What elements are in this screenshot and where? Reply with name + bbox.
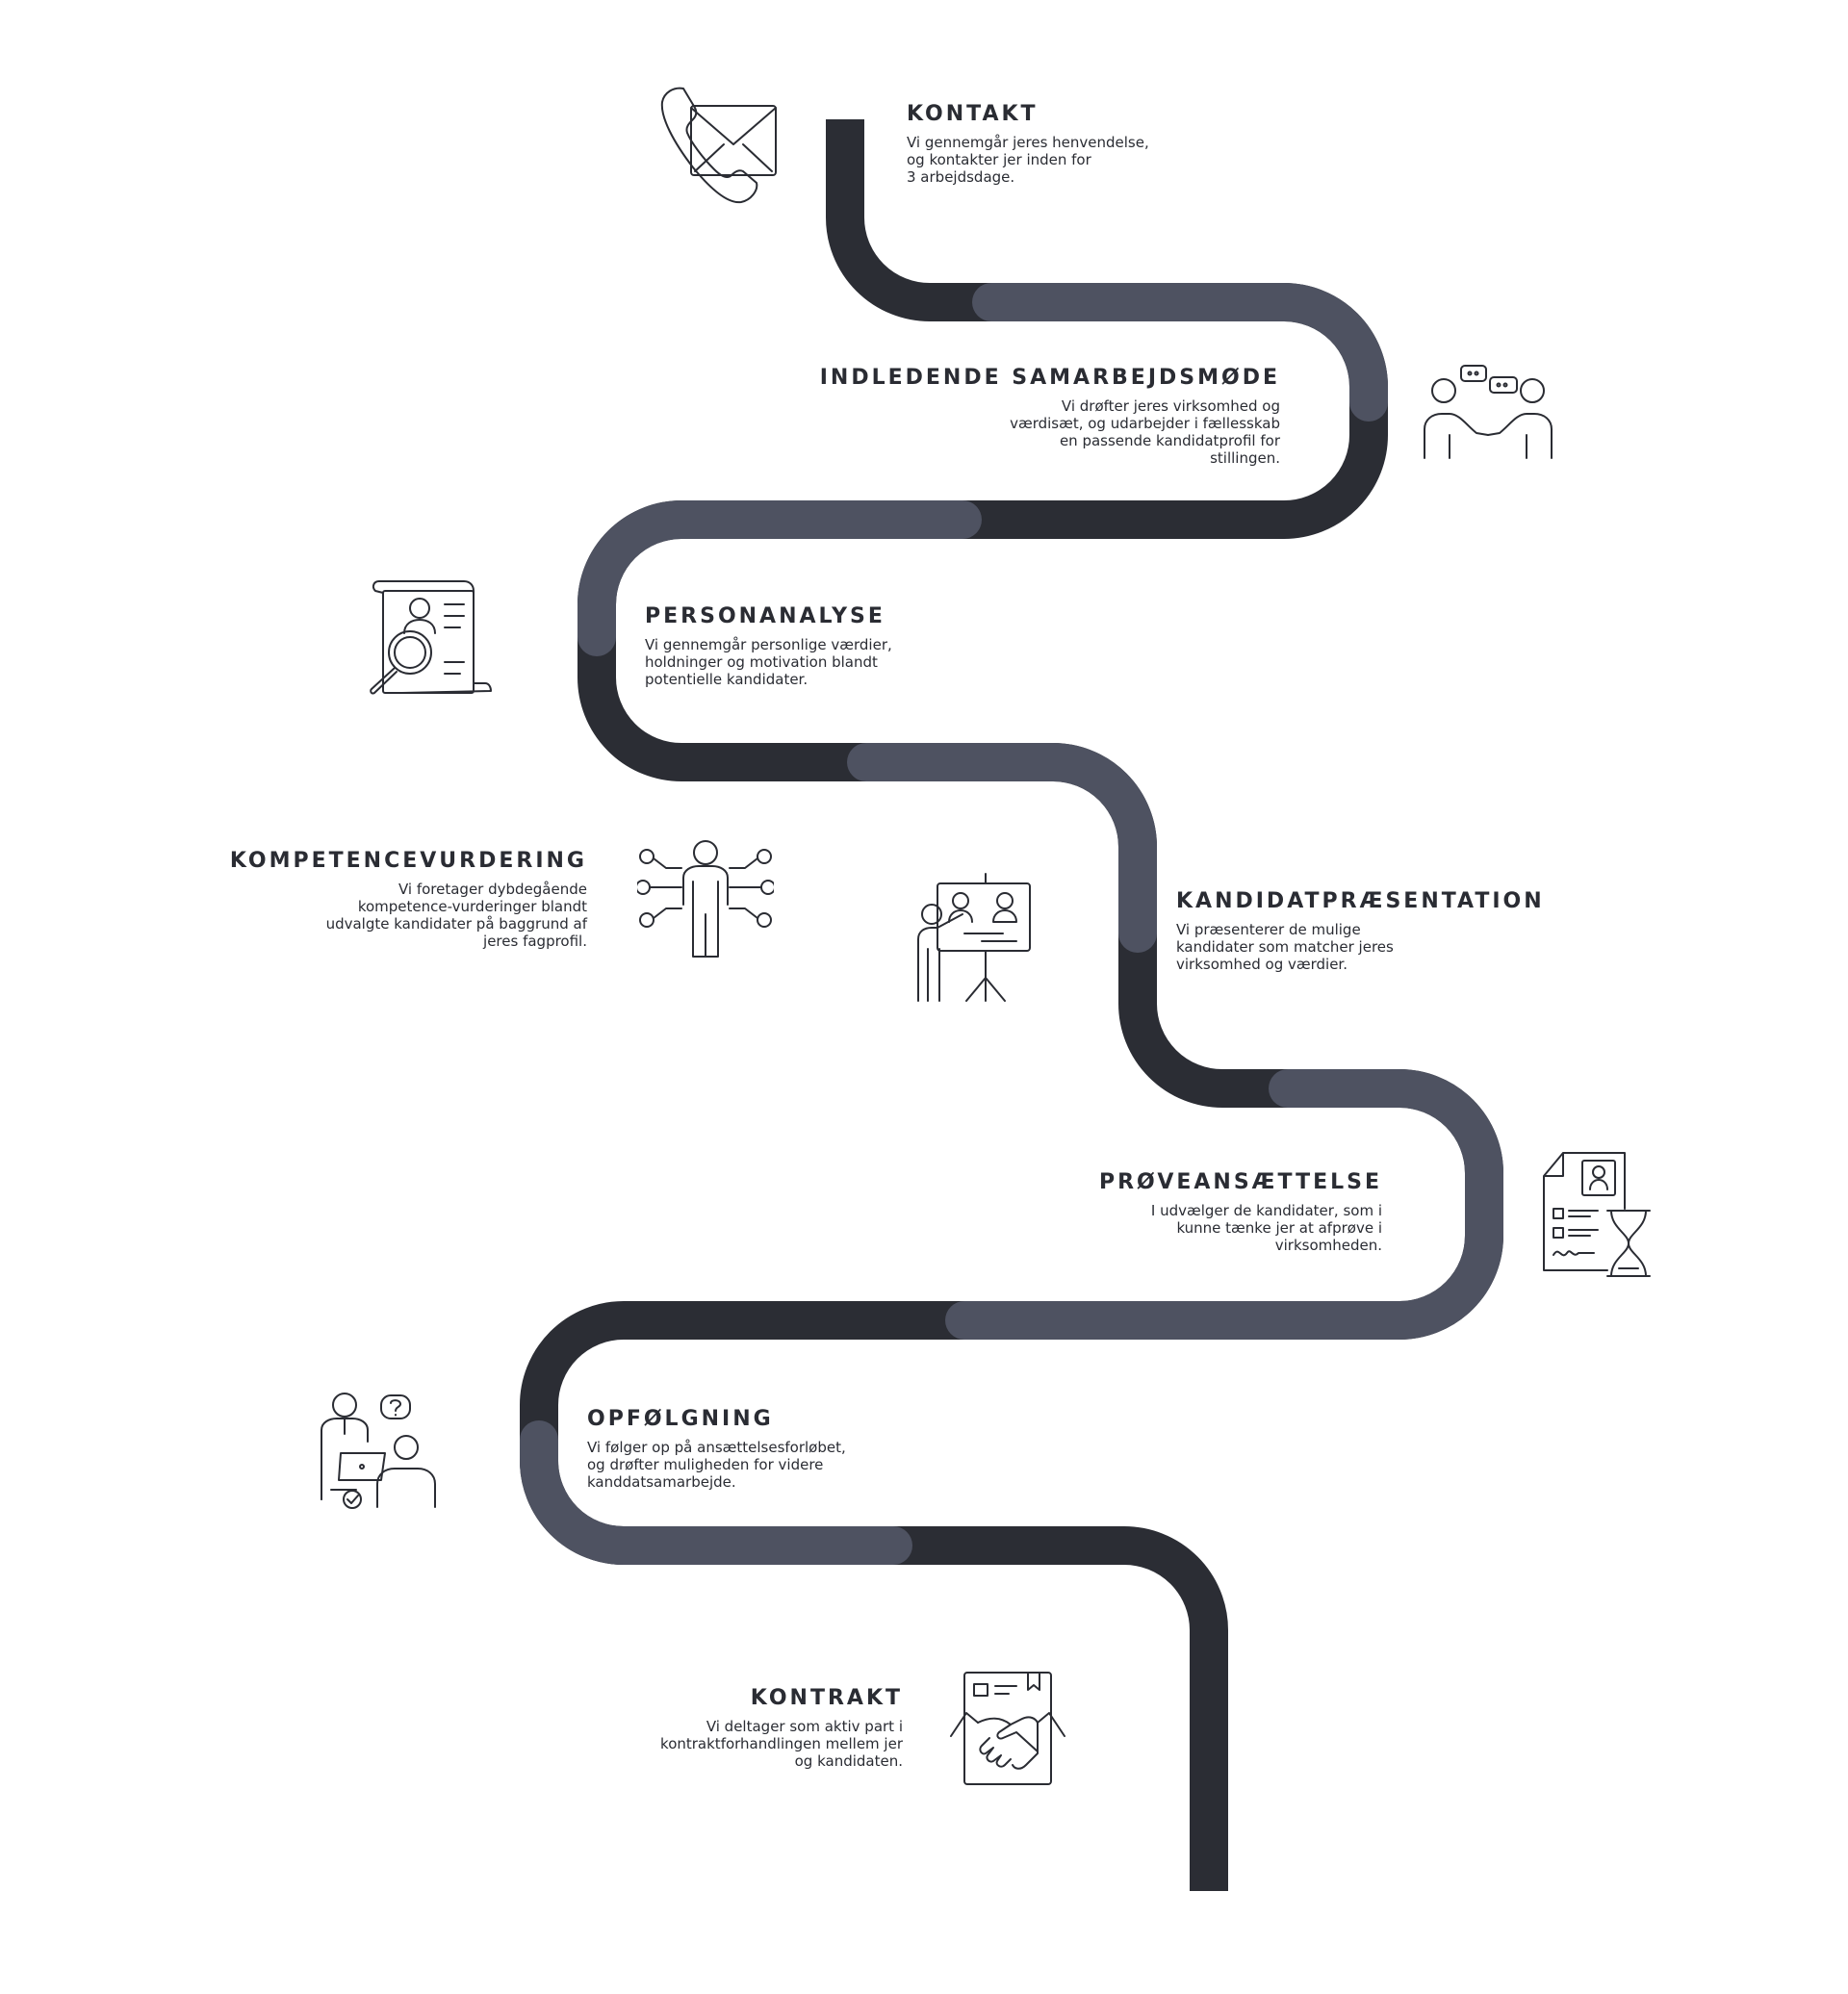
step-kontrakt: KONTRAKT Vi deltager som aktiv part i ko…: [481, 1686, 903, 1770]
step-description: Vi gennemgår jeres henvendelse, og konta…: [907, 134, 1149, 186]
road-segment-light-2: [578, 500, 982, 656]
step-description: Vi præsenterer de mulige kandidater som …: [1176, 921, 1394, 973]
step-proeveansaettelse: PRØVEANSÆTTELSE I udvælger de kandidater…: [962, 1170, 1382, 1254]
step-title: PERSONANALYSE: [645, 604, 886, 628]
road-segment-light-1: [972, 283, 1388, 422]
step-kompetencevurdering: KOMPETENCEVURDERING Vi foretager dybdegå…: [164, 849, 587, 950]
step-personanalyse: PERSONANALYSE Vi gennemgår personlige væ…: [645, 604, 1068, 688]
step-title: KOMPETENCEVURDERING: [229, 849, 587, 873]
road-segment-light-4: [945, 1069, 1503, 1340]
step-title: PRØVEANSÆTTELSE: [1098, 1170, 1382, 1194]
phone-envelope-icon: [635, 85, 780, 208]
step-description: I udvælger de kandidater, som i kunne tæ…: [1150, 1202, 1382, 1254]
contract-handshake-icon: [947, 1669, 1068, 1786]
step-description: Vi foretager dybdegående kompetence-vurd…: [325, 881, 587, 950]
step-indledende-samarbejdsmode: INDLEDENDE SAMARBEJDSMØDE Vi drøfter jer…: [760, 366, 1280, 467]
followup-people-icon: [318, 1392, 439, 1509]
step-title: KANDIDATPRÆSENTATION: [1176, 889, 1545, 913]
step-description: Vi gennemgår personlige værdier, holdnin…: [645, 636, 892, 688]
step-opfoelgning: OPFØLGNING Vi følger op på ansættelsesfo…: [587, 1407, 1011, 1491]
step-title: OPFØLGNING: [587, 1407, 774, 1431]
person-network-icon: [637, 839, 774, 960]
step-title: INDLEDENDE SAMARBEJDSMØDE: [819, 366, 1280, 390]
step-title: KONTRAKT: [750, 1686, 903, 1710]
step-description: Vi følger op på ansættelsesforløbet, og …: [587, 1439, 846, 1491]
presentation-board-icon: [911, 872, 1034, 1003]
step-kandidatpraesentation: KANDIDATPRÆSENTATION Vi præsenterer de m…: [1176, 889, 1600, 973]
step-description: Vi deltager som aktiv part i kontraktfor…: [660, 1718, 903, 1770]
road-segment-light-3: [847, 743, 1157, 953]
meeting-handshake-icon: [1421, 362, 1555, 462]
document-hourglass-icon: [1540, 1151, 1656, 1280]
road-segment-light-5: [520, 1420, 912, 1565]
step-title: KONTAKT: [907, 102, 1039, 126]
cv-magnifier-icon: [364, 577, 499, 697]
step-description: Vi drøfter jeres virksomhed og værdisæt,…: [1010, 397, 1280, 467]
step-kontakt: KONTAKT Vi gennemgår jeres henvendelse, …: [907, 102, 1330, 186]
